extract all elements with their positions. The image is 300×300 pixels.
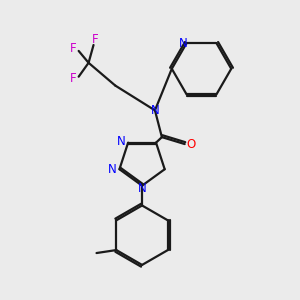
- Text: F: F: [69, 42, 76, 56]
- Text: N: N: [117, 135, 125, 148]
- Text: N: N: [179, 37, 188, 50]
- Text: N: N: [108, 163, 117, 176]
- Text: N: N: [151, 104, 159, 117]
- Text: F: F: [92, 32, 99, 46]
- Text: F: F: [69, 72, 76, 85]
- Text: N: N: [138, 182, 146, 195]
- Text: O: O: [186, 138, 195, 151]
